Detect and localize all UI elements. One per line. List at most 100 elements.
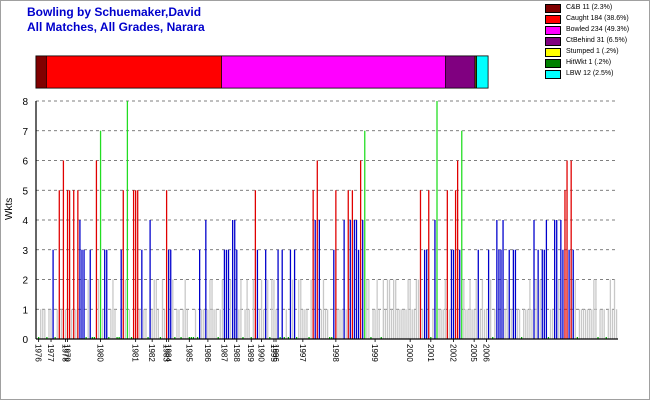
bar xyxy=(326,309,329,339)
bar xyxy=(516,309,519,339)
bar xyxy=(135,190,137,339)
bar xyxy=(409,279,411,339)
bar xyxy=(246,279,248,339)
bar xyxy=(64,309,67,339)
x-tick-label: 1978 xyxy=(61,344,70,362)
bar xyxy=(504,309,506,339)
x-tick-label: 1984 xyxy=(164,344,173,362)
proportion-segment xyxy=(221,55,446,89)
x-tick-label: 1998 xyxy=(331,344,340,362)
bar xyxy=(205,220,207,339)
bar xyxy=(574,279,576,339)
bar xyxy=(510,309,512,339)
bar xyxy=(556,220,558,339)
bar xyxy=(395,279,397,339)
bar xyxy=(554,220,556,339)
bar xyxy=(75,309,77,339)
bar xyxy=(256,249,259,339)
bar xyxy=(502,220,504,339)
bar xyxy=(465,309,467,339)
bar xyxy=(518,309,521,339)
bar xyxy=(291,279,294,339)
bar xyxy=(60,309,62,339)
bar xyxy=(124,279,126,339)
x-tick-label: 2005 xyxy=(469,344,478,362)
bar xyxy=(314,220,316,339)
bar xyxy=(254,190,257,339)
x-tick-label: 1995 xyxy=(269,344,278,362)
bar xyxy=(378,309,380,339)
y-tick-label: 0 xyxy=(22,335,28,346)
bar xyxy=(85,337,87,339)
bar xyxy=(411,309,413,339)
x-tick-label: 2000 xyxy=(405,344,414,362)
bar xyxy=(615,309,618,339)
bar xyxy=(454,190,457,339)
bar xyxy=(143,309,145,339)
legend-swatch xyxy=(545,59,561,68)
bar xyxy=(494,309,496,339)
bar xyxy=(508,249,510,339)
bar xyxy=(145,309,147,339)
bar xyxy=(265,249,267,339)
bar xyxy=(337,309,339,339)
bar xyxy=(324,309,327,339)
bar xyxy=(184,279,186,339)
bar xyxy=(248,309,250,339)
legend-swatch xyxy=(545,48,561,57)
bar xyxy=(549,309,552,339)
bar xyxy=(349,220,351,339)
bar xyxy=(376,279,378,339)
bar xyxy=(397,309,399,339)
bar xyxy=(42,309,44,339)
bar xyxy=(89,249,91,339)
bar xyxy=(372,309,374,339)
legend-label: CtBehind 31 (6.5%) xyxy=(566,37,628,44)
bar xyxy=(605,337,607,339)
bar xyxy=(207,309,209,339)
bar xyxy=(87,279,89,339)
bar xyxy=(130,337,133,339)
bar xyxy=(223,249,226,339)
legend-label: Bowled 234 (49.3%) xyxy=(566,26,630,33)
bar xyxy=(527,309,529,339)
bar xyxy=(541,249,543,339)
bar xyxy=(593,279,595,339)
bar xyxy=(452,249,455,339)
bar xyxy=(580,309,583,339)
bar xyxy=(471,309,473,339)
bar xyxy=(364,130,366,339)
bar xyxy=(71,309,73,339)
bar xyxy=(182,309,184,339)
bar xyxy=(430,337,432,339)
bar xyxy=(613,279,616,339)
bar xyxy=(176,309,178,339)
bar xyxy=(450,249,453,339)
bar xyxy=(547,337,550,339)
bar xyxy=(201,309,203,339)
y-tick-label: 3 xyxy=(22,246,28,257)
bar xyxy=(599,309,601,339)
bar xyxy=(589,309,591,339)
x-tick-label: 1987 xyxy=(219,344,228,362)
bar xyxy=(155,279,157,339)
bar xyxy=(120,249,122,339)
bar xyxy=(308,337,310,339)
bar xyxy=(366,279,368,339)
bar xyxy=(481,279,484,339)
bar xyxy=(582,309,585,339)
y-tick-label: 2 xyxy=(22,276,28,287)
y-tick-label: 7 xyxy=(22,127,28,138)
bar xyxy=(262,309,265,339)
bar xyxy=(446,190,448,339)
bar xyxy=(221,279,223,339)
bar xyxy=(514,249,517,339)
bar xyxy=(339,309,341,339)
bar xyxy=(260,279,263,339)
bar xyxy=(523,309,525,339)
bar xyxy=(393,279,395,339)
bar xyxy=(477,249,479,339)
bar xyxy=(275,309,277,339)
legend-label: Stumped 1 (.2%) xyxy=(566,48,619,55)
bar xyxy=(413,309,415,339)
